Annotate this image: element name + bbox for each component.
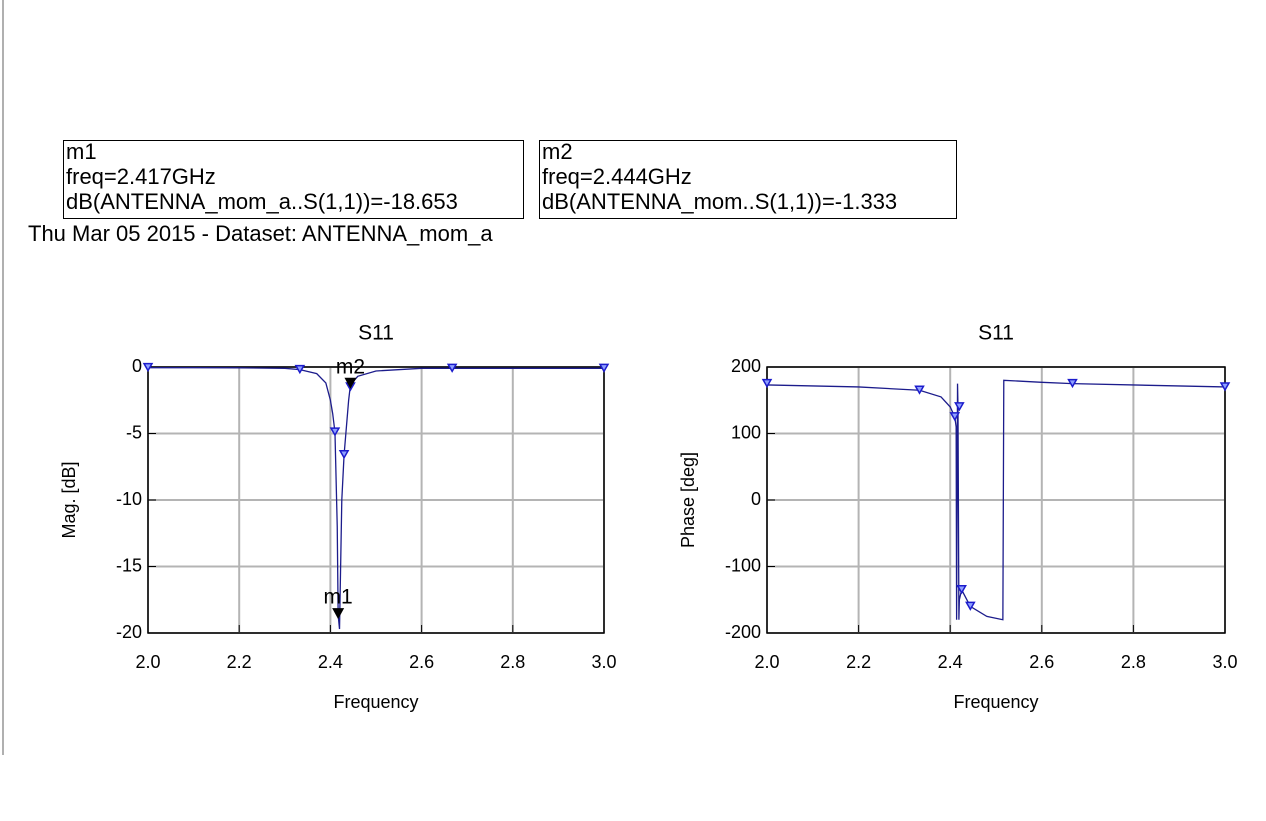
data-point (965, 601, 976, 611)
y-tick-label: -10 (116, 489, 142, 509)
x-tick-label: 2.8 (500, 652, 525, 672)
y-tick-label: -200 (725, 622, 761, 642)
x-tick-label: 2.0 (135, 652, 160, 672)
marker-label: m2 (336, 355, 365, 378)
x-tick-label: 2.8 (1121, 652, 1146, 672)
data-point (329, 427, 341, 437)
data-point (598, 363, 610, 373)
data-point (338, 450, 350, 460)
readout-line: dB(ANTENNA_mom..S(1,1))=-1.333 (542, 189, 897, 214)
data-point (142, 362, 154, 373)
readout-marker-name: m1 (66, 139, 97, 164)
x-tick-label: 2.2 (846, 652, 871, 672)
data-point (1219, 382, 1231, 392)
marker-triangle (332, 608, 345, 620)
y-tick-label: -20 (116, 622, 142, 642)
marker-readout-box (63, 140, 524, 219)
x-tick-label: 3.0 (1212, 652, 1237, 672)
readout-line: freq=2.417GHz (66, 164, 216, 189)
x-tick-label: 2.0 (754, 652, 779, 672)
marker-readout-box (539, 140, 957, 219)
y-tick-label: 200 (731, 356, 761, 376)
data-point (914, 385, 925, 395)
x-axis-label: Frequency (333, 692, 418, 712)
trace (766, 379, 1226, 621)
dataset-label: Thu Mar 05 2015 - Dataset: ANTENNA_mom_a (28, 221, 493, 246)
chart-title: S11 (358, 322, 394, 345)
marker-label: m1 (324, 586, 353, 609)
x-tick-label: 2.2 (227, 652, 252, 672)
y-tick-label: -5 (126, 422, 142, 442)
marker-triangle (344, 377, 357, 389)
x-tick-label: 3.0 (591, 652, 616, 672)
x-tick-label: 2.4 (318, 652, 343, 672)
data-point (294, 364, 306, 375)
plot-frame (766, 366, 1226, 634)
x-tick-label: 2.6 (409, 652, 434, 672)
y-tick-label: -15 (116, 555, 142, 575)
trace (148, 367, 604, 630)
data-point (1067, 378, 1078, 389)
data-point (761, 378, 773, 389)
y-tick-label: -100 (725, 555, 761, 575)
readout-line: dB(ANTENNA_mom_a..S(1,1))=-18.653 (66, 189, 458, 214)
readout-line: freq=2.444GHz (542, 164, 692, 189)
chart-title: S11 (978, 322, 1014, 345)
data-point (949, 412, 961, 422)
readout-marker-name: m2 (542, 139, 573, 164)
plot-frame (147, 366, 605, 634)
y-tick-label: 0 (132, 356, 142, 376)
y-axis-label: Mag. [dB] (59, 461, 79, 538)
data-point (956, 585, 967, 595)
data-point (954, 402, 965, 412)
y-axis-label: Phase [deg] (678, 452, 698, 548)
y-tick-label: 100 (731, 422, 761, 442)
x-tick-label: 2.6 (1029, 652, 1054, 672)
y-tick-label: 0 (751, 489, 761, 509)
data-point (446, 363, 458, 373)
x-tick-label: 2.4 (938, 652, 963, 672)
x-axis-label: Frequency (953, 692, 1038, 712)
